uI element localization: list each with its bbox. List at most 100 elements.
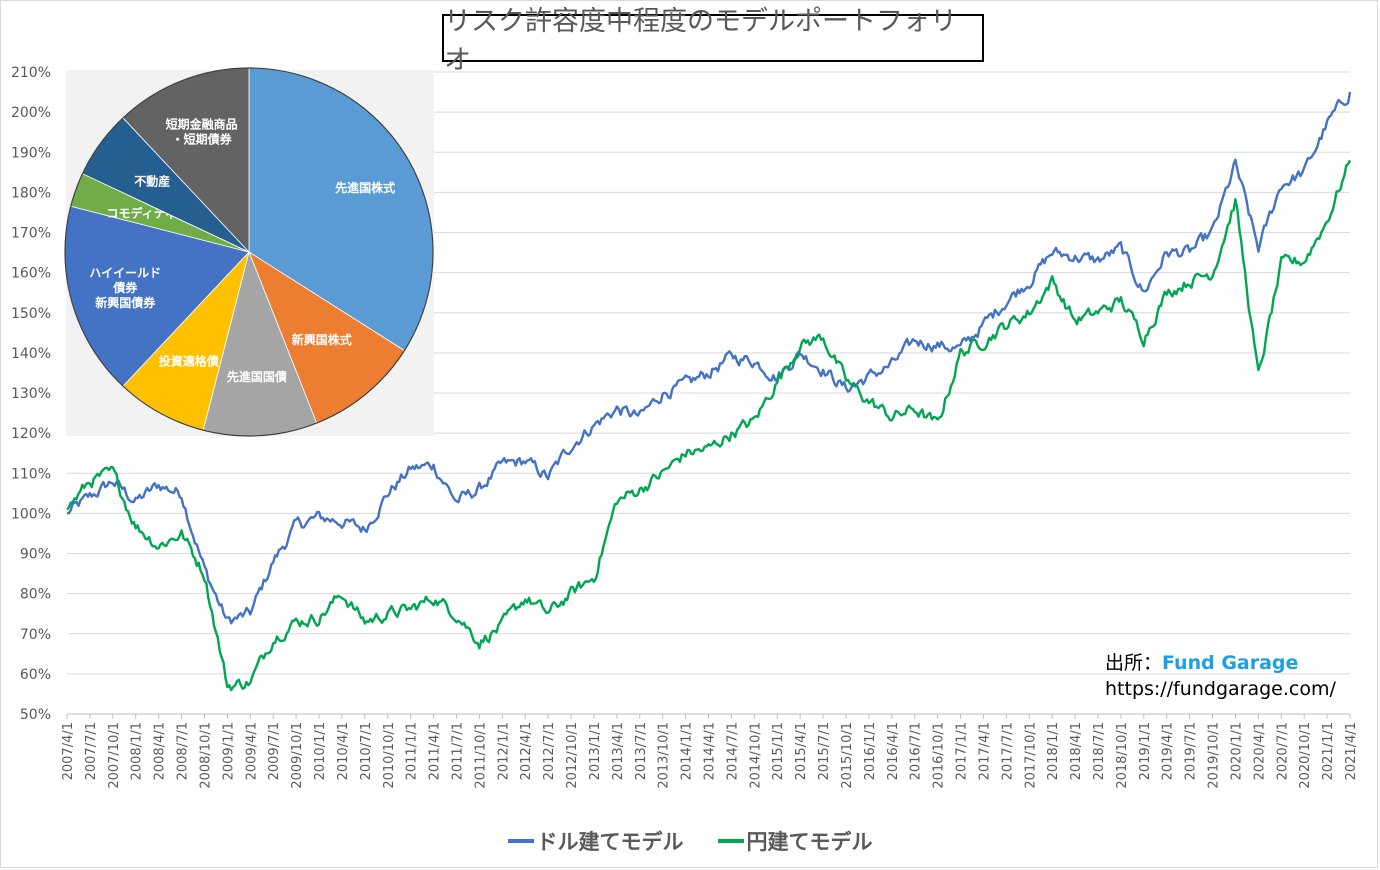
x-tick-label: 2009/1/1 [221, 722, 236, 780]
x-tick-label: 2013/1/1 [588, 722, 603, 780]
pie-outline [64, 67, 434, 437]
y-tick-label: 110% [11, 466, 51, 482]
x-tick-label: 2011/4/1 [428, 722, 443, 780]
x-tick-label: 2017/7/1 [1000, 722, 1015, 780]
y-tick-label: 70% [20, 627, 51, 643]
x-tick-label: 2018/1/1 [1046, 722, 1061, 780]
x-tick-label: 2016/4/1 [886, 722, 901, 780]
x-tick-label: 2020/10/1 [1298, 722, 1313, 789]
x-tick-label: 2012/1/1 [496, 722, 511, 780]
x-tick-label: 2016/10/1 [932, 722, 947, 789]
x-tick-label: 2011/10/1 [473, 722, 488, 789]
x-tick-label: 2011/7/1 [450, 722, 465, 780]
x-tick-label: 2016/1/1 [863, 722, 878, 780]
pie-slice-label: 投資適格債 [159, 354, 219, 369]
x-tick-label: 2009/7/1 [267, 722, 282, 780]
x-tick-label: 2019/7/1 [1184, 722, 1199, 780]
x-tick-label: 2017/4/1 [977, 722, 992, 780]
x-tick-label: 2010/4/1 [336, 722, 351, 780]
x-tick-label: 2018/7/1 [1092, 722, 1107, 780]
x-tick-label: 2008/1/1 [130, 722, 145, 780]
chart-title: リスク許容度中程度のモデルポートフォリオ [442, 6, 984, 76]
x-tick-label: 2021/1/1 [1321, 722, 1336, 780]
x-tick-label: 2017/1/1 [955, 722, 970, 780]
y-tick-label: 190% [11, 145, 51, 161]
pie-slice-label: ・短期債券 [172, 132, 233, 147]
y-tick-label: 120% [11, 426, 51, 442]
y-tick-label: 170% [11, 226, 51, 242]
pie-slice-label: 新興国債券 [95, 295, 156, 310]
legend-swatch-usd [507, 839, 534, 843]
x-tick-label: 2012/4/1 [519, 722, 534, 780]
y-tick-label: 90% [20, 547, 51, 563]
source-brand: Fund Garage [1162, 652, 1299, 674]
y-tick-label: 160% [11, 266, 51, 282]
pie-slice-label: 先進国国債 [227, 369, 287, 384]
y-tick-label: 200% [11, 105, 51, 121]
x-tick-label: 2018/4/1 [1069, 722, 1084, 780]
x-tick-label: 2015/10/1 [840, 722, 855, 789]
x-tick-label: 2020/4/1 [1252, 722, 1267, 780]
x-tick-label: 2010/10/1 [382, 722, 397, 789]
x-tick-label: 2011/1/1 [405, 722, 420, 780]
y-tick-label: 210% [11, 65, 51, 81]
chart-legend: ドル建てモデル 円建てモデル [0, 826, 1380, 856]
x-tick-label: 2013/4/1 [611, 722, 626, 780]
x-tick-label: 2015/1/1 [771, 722, 786, 780]
x-tick-label: 2008/10/1 [198, 722, 213, 789]
x-tick-label: 2017/10/1 [1023, 722, 1038, 789]
x-tick-label: 2018/10/1 [1115, 722, 1130, 789]
pie-slice-label: 短期金融商品 [166, 117, 238, 132]
x-tick-label: 2012/10/1 [565, 722, 580, 789]
x-tick-label: 2007/4/1 [61, 722, 76, 780]
x-tick-label: 2009/4/1 [244, 722, 259, 780]
x-tick-label: 2019/4/1 [1161, 722, 1176, 780]
legend-swatch-jpy [717, 839, 744, 843]
x-tick-label: 2013/7/1 [634, 722, 649, 780]
pie-slice-label: 債券 [112, 280, 138, 295]
series-line-usd [66, 91, 1352, 625]
x-tick-label: 2008/4/1 [153, 722, 168, 780]
pie-slice-label: ハイイールド [89, 266, 161, 280]
y-tick-label: 140% [11, 346, 51, 362]
y-tick-label: 130% [11, 386, 51, 402]
x-tick-label: 2019/1/1 [1138, 722, 1153, 780]
x-tick-label: 2008/7/1 [176, 722, 191, 780]
x-tick-label: 2016/7/1 [909, 722, 924, 780]
source-label: 出所： [1105, 652, 1163, 674]
y-tick-label: 50% [20, 707, 51, 723]
x-tick-label: 2015/7/1 [817, 722, 832, 780]
x-tick-label: 2015/4/1 [794, 722, 809, 780]
series-line-jpy [66, 159, 1352, 692]
x-tick-label: 2013/10/1 [657, 722, 672, 789]
source-url: https://fundgarage.com/ [1105, 678, 1336, 700]
legend-item-jpy: 円建てモデル [717, 826, 873, 856]
pie-slice-label: 不動産 [134, 174, 170, 189]
pie-slice-label: 先進国株式 [335, 180, 395, 195]
y-tick-label: 150% [11, 306, 51, 322]
source-credit: 出所：Fund Garage [1105, 648, 1298, 675]
x-tick-label: 2020/7/1 [1275, 722, 1290, 780]
y-tick-label: 60% [20, 667, 51, 683]
legend-item-usd: ドル建てモデル [507, 826, 684, 856]
x-tick-label: 2009/10/1 [290, 722, 305, 789]
x-tick-label: 2010/7/1 [359, 722, 374, 780]
x-tick-label: 2014/10/1 [748, 722, 763, 789]
y-tick-label: 100% [11, 506, 51, 522]
x-tick-label: 2007/7/1 [84, 722, 99, 780]
x-tick-label: 2014/7/1 [725, 722, 740, 780]
x-tick-label: 2020/1/1 [1229, 722, 1244, 780]
pie-slice-label: 新興国株式 [292, 332, 352, 347]
legend-label-usd: ドル建てモデル [536, 830, 684, 854]
y-tick-label: 180% [11, 185, 51, 201]
x-tick-label: 2010/1/1 [313, 722, 328, 780]
legend-label-jpy: 円建てモデル [746, 830, 873, 854]
x-tick-label: 2007/10/1 [107, 722, 122, 789]
x-tick-label: 2019/10/1 [1207, 722, 1222, 789]
x-tick-label: 2014/4/1 [703, 722, 718, 780]
x-tick-label: 2014/1/1 [680, 722, 695, 780]
y-tick-label: 80% [20, 587, 51, 603]
x-tick-label: 2021/4/1 [1344, 722, 1359, 780]
